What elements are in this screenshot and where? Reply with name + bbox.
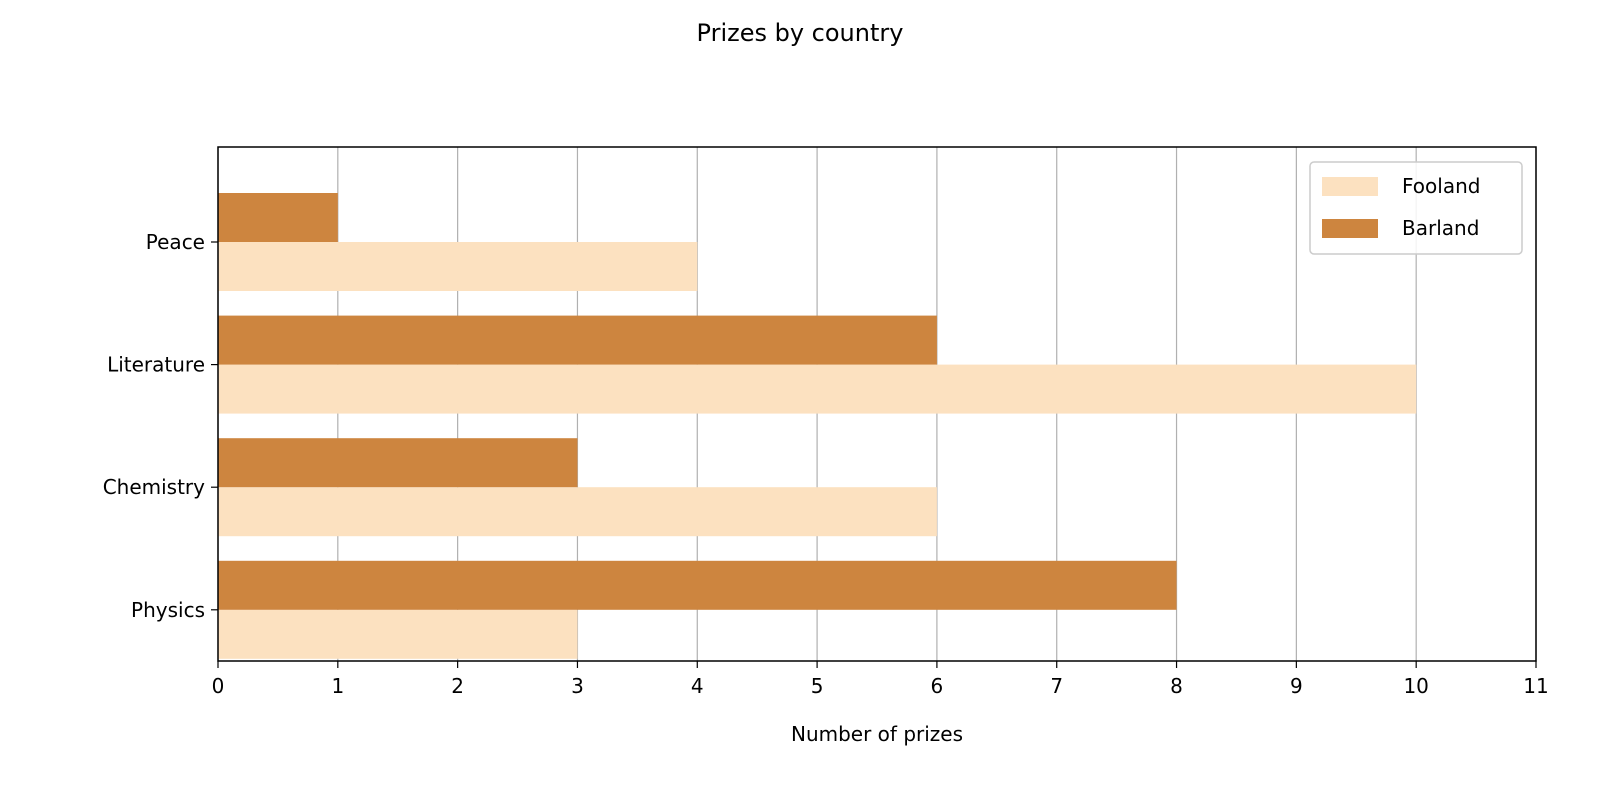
- bar-fooland-physics: [218, 609, 578, 659]
- bar-barland-physics: [218, 560, 1177, 610]
- x-tick-label-5: 5: [811, 674, 824, 698]
- y-tick-label-peace: Peace: [146, 230, 205, 254]
- x-axis-ticks: 0 1 2 3 4 5 6 7 8 9 10 11: [212, 661, 1549, 698]
- legend-label-barland: Barland: [1402, 216, 1479, 240]
- x-tick-label-10: 10: [1403, 674, 1428, 698]
- legend: Fooland Barland: [1309, 161, 1523, 255]
- legend-label-fooland: Fooland: [1402, 174, 1480, 198]
- x-tick-label-7: 7: [1050, 674, 1063, 698]
- bars: [218, 193, 1417, 659]
- legend-swatch-fooland: [1322, 177, 1378, 196]
- x-tick-label-0: 0: [212, 674, 225, 698]
- legend-swatch-barland: [1322, 219, 1378, 238]
- x-tick-label-2: 2: [451, 674, 464, 698]
- x-tick-label-6: 6: [931, 674, 944, 698]
- x-tick-label-1: 1: [331, 674, 344, 698]
- x-tick-label-8: 8: [1170, 674, 1183, 698]
- bar-barland-peace: [218, 193, 338, 242]
- y-tick-label-chemistry: Chemistry: [103, 475, 205, 499]
- plot-frame: [217, 146, 1537, 662]
- x-tick-label-11: 11: [1523, 674, 1548, 698]
- y-axis-ticks: Physics Chemistry Literature Peace: [103, 230, 218, 622]
- chart-title: Prizes by country: [697, 19, 904, 47]
- x-tick-label-9: 9: [1290, 674, 1303, 698]
- y-tick-label-physics: Physics: [131, 598, 205, 622]
- y-tick-label-literature: Literature: [107, 353, 205, 377]
- bar-fooland-chemistry: [218, 487, 937, 537]
- x-tick-label-3: 3: [571, 674, 584, 698]
- x-axis-label: Number of prizes: [791, 722, 963, 746]
- bar-barland-chemistry: [218, 438, 578, 488]
- bar-barland-literature: [218, 315, 937, 365]
- bar-fooland-peace: [218, 242, 698, 291]
- bar-fooland-literature: [218, 364, 1417, 414]
- x-tick-label-4: 4: [691, 674, 704, 698]
